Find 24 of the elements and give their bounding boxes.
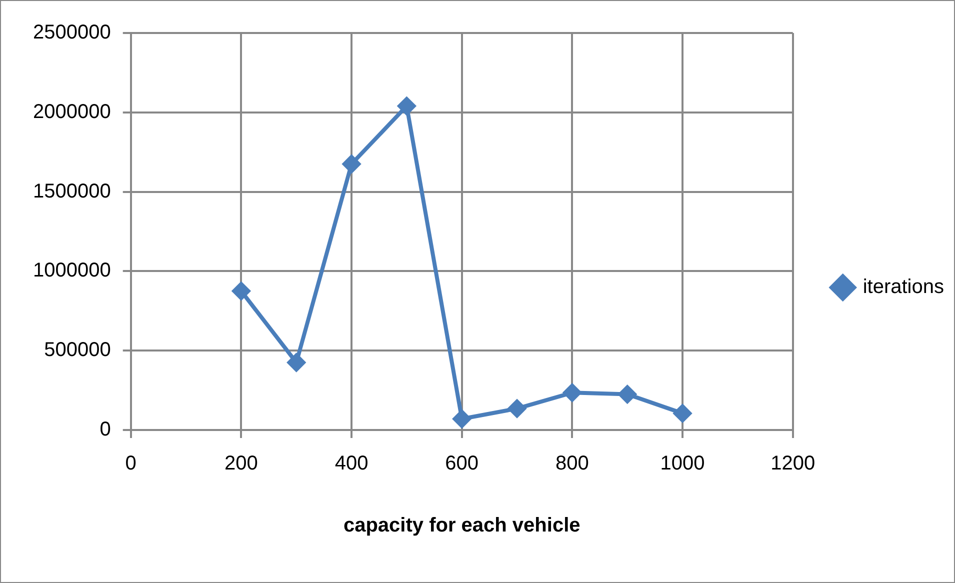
x-tick-label: 1000 <box>660 452 705 475</box>
point <box>563 384 582 402</box>
x-axis-title: capacity for each vehicle <box>343 514 580 537</box>
x-tick-label: 200 <box>224 452 258 475</box>
x-tick-label: 800 <box>556 452 589 475</box>
point <box>508 400 526 418</box>
point <box>452 410 471 428</box>
legend-label: iterations <box>862 276 944 298</box>
y-tick-label: 2500000 <box>32 22 111 44</box>
y-tick-label: 1500000 <box>32 180 111 202</box>
point <box>342 155 361 174</box>
x-tick-label: 1200 <box>770 452 816 475</box>
point <box>618 385 636 404</box>
x-tick-label: 0 <box>125 452 136 475</box>
point <box>232 282 250 300</box>
y-tick-label: 0 <box>100 418 111 441</box>
point <box>674 404 692 422</box>
y-tick-label: 1000000 <box>32 260 111 282</box>
y-tick-label: 2000000 <box>32 100 111 123</box>
point <box>398 97 416 116</box>
y-tick-label: 500000 <box>44 339 111 362</box>
point <box>287 354 306 372</box>
x-tick-label: 400 <box>334 452 368 475</box>
x-tick-label: 600 <box>445 452 479 475</box>
